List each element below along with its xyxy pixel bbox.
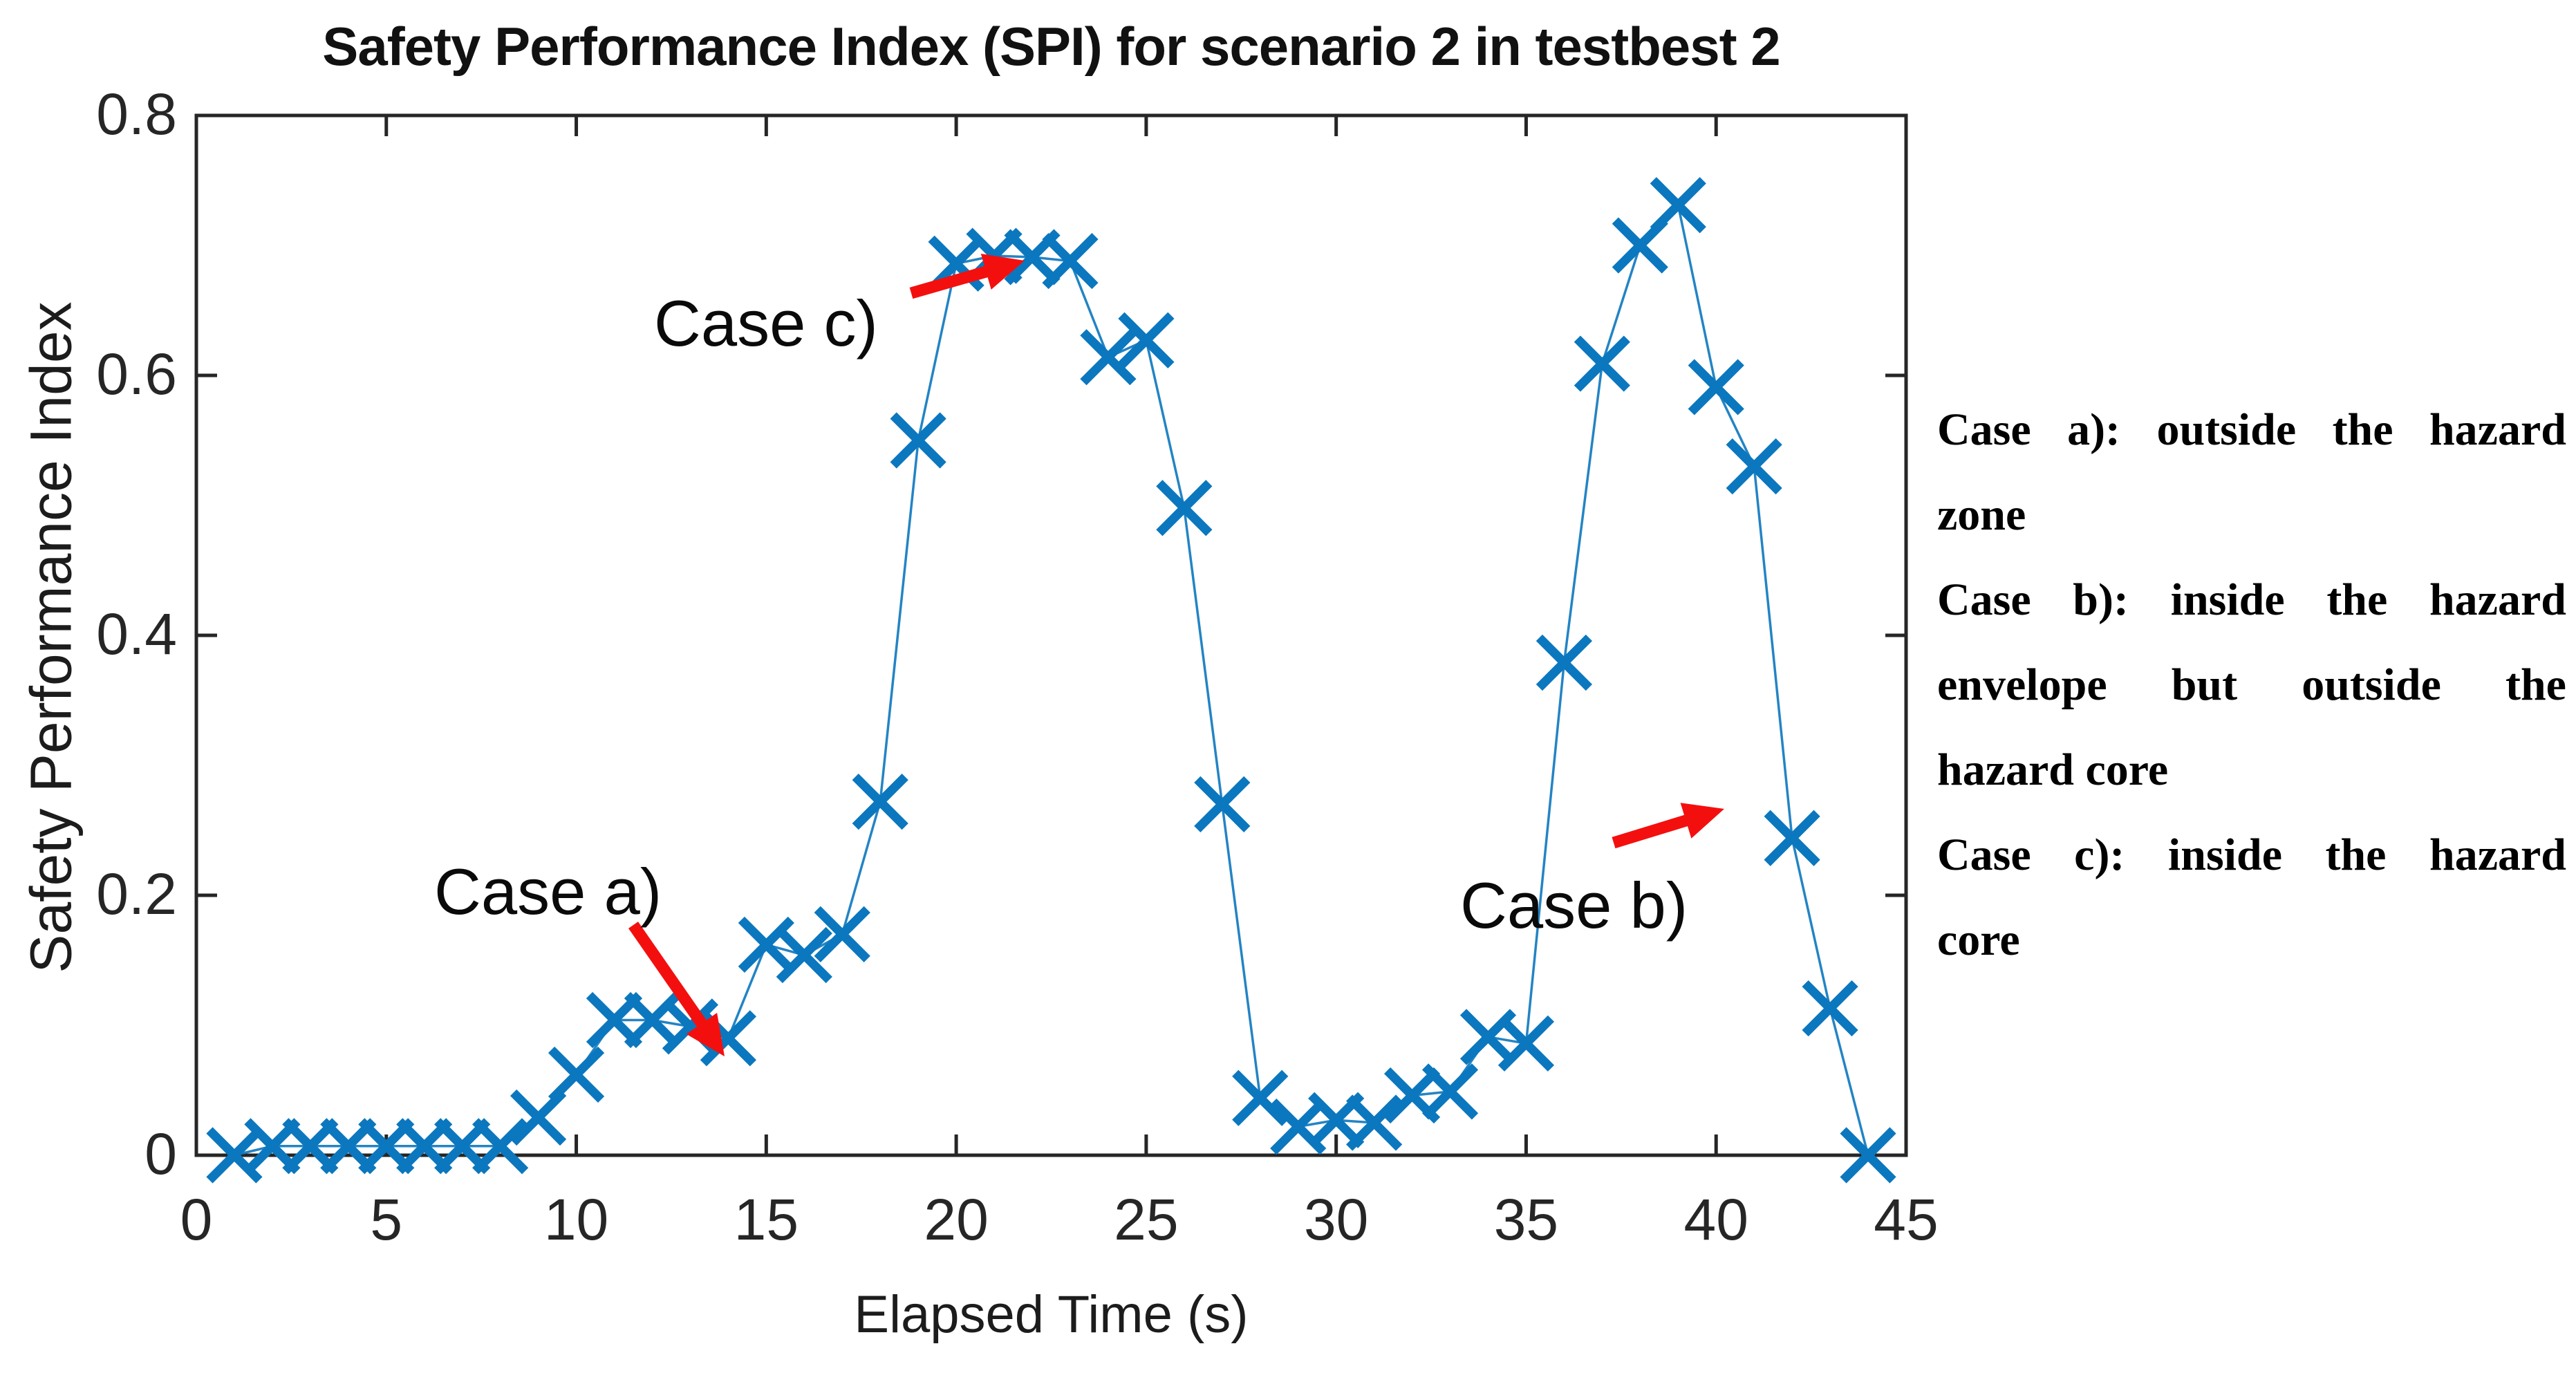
- data-marker: [1574, 335, 1630, 392]
- x-tick-label: 30: [1303, 1187, 1369, 1252]
- data-marker: [1764, 810, 1820, 866]
- legend-note-word: inside: [2170, 575, 2285, 625]
- y-tick-label: 0.8: [96, 82, 177, 147]
- legend-note-word: the: [2326, 575, 2388, 625]
- x-tick-label: 40: [1683, 1187, 1748, 1252]
- legend-note-word: hazard: [2429, 830, 2566, 880]
- annotation-arrow-shaft: [628, 922, 710, 1031]
- y-tick-label: 0.6: [96, 342, 177, 407]
- legend-note-line: envelope but outside the: [1937, 642, 2566, 727]
- x-axis-label: Elapsed Time (s): [854, 1285, 1249, 1344]
- legend-note-word: Case: [1937, 830, 2031, 880]
- chart-title: Safety Performance Index (SPI) for scena…: [322, 16, 1780, 77]
- data-marker: [814, 906, 870, 962]
- x-tick-label: 10: [543, 1187, 609, 1252]
- data-marker: [1536, 634, 1592, 691]
- legend-note-line: Case a): outside the hazard: [1937, 387, 2566, 472]
- legend-note-word: the: [2325, 830, 2387, 880]
- data-marker: [1688, 359, 1744, 415]
- legend-note-word: the: [2332, 404, 2393, 455]
- legend-note-word: inside: [2167, 830, 2282, 880]
- legend-note-word: Case: [1937, 404, 2031, 455]
- legend-note-line: Case c): inside the hazard: [1937, 812, 2566, 897]
- legend-note-word: c):: [2074, 830, 2125, 880]
- data-marker: [1194, 776, 1251, 832]
- x-tick-label: 0: [180, 1187, 213, 1252]
- annotation-arrow-shaft: [1612, 813, 1693, 849]
- case-annotation-label: Case b): [1460, 869, 1688, 942]
- legend-note-word: envelope: [1937, 660, 2107, 710]
- x-tick-label: 5: [370, 1187, 403, 1252]
- data-marker: [1118, 312, 1175, 368]
- data-marker: [852, 774, 908, 830]
- data-marker: [1840, 1127, 1896, 1184]
- annotation-arrow-head: [980, 254, 1025, 290]
- data-marker: [1726, 438, 1782, 495]
- y-tick-label: 0.4: [96, 601, 177, 666]
- y-tick-label: 0: [144, 1121, 177, 1186]
- legend-note-word: hazard: [2429, 404, 2566, 455]
- legend-note-line: Case b): inside the hazard: [1937, 557, 2566, 642]
- data-marker: [1421, 1063, 1479, 1120]
- legend-note-word: outside: [2156, 404, 2297, 455]
- legend-note-word: hazard: [2429, 575, 2566, 625]
- x-tick-label: 15: [734, 1187, 799, 1252]
- legend-note-word: b):: [2073, 575, 2129, 625]
- data-marker: [1497, 1015, 1555, 1072]
- legend-note: Case a): outside the hazard zone Case b): inside…: [1937, 387, 2566, 982]
- case-annotation-label: Case a): [434, 855, 662, 928]
- annotation-arrow-head: [686, 1013, 725, 1056]
- annotation-arrow-head: [1680, 803, 1724, 839]
- data-marker: [472, 1118, 529, 1175]
- case-annotation-label: Case c): [654, 287, 878, 359]
- x-tick-label: 20: [924, 1187, 989, 1252]
- data-marker: [1802, 980, 1858, 1037]
- annotation-arrow-shaft: [909, 264, 993, 299]
- x-tick-label: 45: [1874, 1187, 1939, 1252]
- data-marker: [1650, 177, 1706, 234]
- data-marker: [738, 916, 794, 973]
- legend-note-line: zone: [1937, 489, 2026, 540]
- x-tick-label: 25: [1114, 1187, 1179, 1252]
- legend-note-word: the: [2505, 660, 2566, 710]
- data-marker: [1080, 329, 1137, 386]
- legend-note-word: a):: [2067, 404, 2121, 455]
- data-marker: [776, 926, 832, 984]
- data-marker: [1346, 1094, 1403, 1151]
- data-marker: [890, 412, 946, 469]
- legend-note-word: outside: [2302, 660, 2441, 710]
- data-marker: [1156, 480, 1213, 536]
- legend-note-word: Case: [1937, 575, 2031, 625]
- legend-note-line: hazard core: [1937, 745, 2169, 795]
- legend-note-line: core: [1937, 915, 2020, 965]
- y-tick-label: 0.2: [96, 861, 177, 926]
- data-marker: [1042, 232, 1099, 290]
- legend-note-word: but: [2171, 660, 2238, 710]
- data-marker: [1232, 1070, 1289, 1126]
- x-tick-label: 35: [1493, 1187, 1559, 1252]
- data-marker: [548, 1046, 605, 1103]
